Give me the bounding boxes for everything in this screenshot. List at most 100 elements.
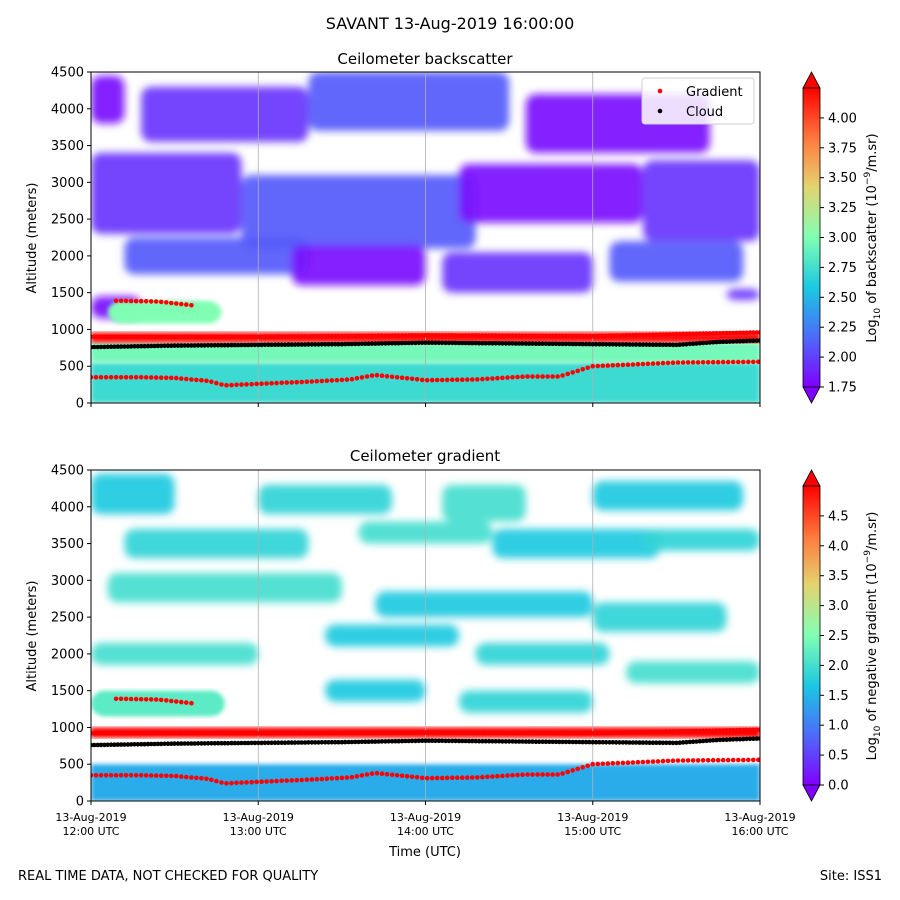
gradient-marker <box>369 333 375 339</box>
gradient-marker <box>700 728 706 734</box>
gradient-marker <box>299 379 305 385</box>
gradient-marker <box>384 374 390 379</box>
cloud-marker <box>346 341 351 347</box>
gradient-marker <box>319 730 325 736</box>
cloud-marker <box>563 739 569 745</box>
cloud-marker <box>158 741 164 747</box>
cloud-marker <box>580 739 585 745</box>
gradient-marker <box>118 375 124 380</box>
gradient-marker <box>138 696 144 702</box>
gradient-marker <box>560 771 565 776</box>
cloud-marker <box>630 342 636 347</box>
cloud-marker <box>269 740 274 746</box>
gradient-marker <box>164 375 169 381</box>
gradient-marker <box>617 730 622 735</box>
gradient-marker <box>530 374 535 379</box>
gradient-marker <box>394 773 400 778</box>
gradient-marker <box>209 731 214 736</box>
gradient-marker <box>152 334 157 340</box>
gradient-marker <box>737 330 743 336</box>
gradient-marker <box>369 373 375 378</box>
cloud-marker <box>433 738 438 744</box>
cloud-marker <box>336 341 341 347</box>
gradient-marker <box>342 333 348 339</box>
gradient-marker <box>262 334 268 340</box>
cloud-marker <box>570 739 575 745</box>
gradient-marker <box>450 730 455 735</box>
y-tick-label: 1500 <box>51 684 84 699</box>
cloud-marker <box>369 341 375 346</box>
gradient-marker <box>102 731 107 736</box>
cloud-marker <box>366 341 371 347</box>
cloud-marker <box>138 741 144 747</box>
gradient-marker <box>490 376 495 381</box>
gradient-marker <box>319 333 325 339</box>
gradient-marker <box>423 333 428 338</box>
gradient-marker <box>354 376 360 381</box>
gradient-marker <box>135 334 141 340</box>
backscatter-panel: Ceilometer backscatter 0 500 1000 1500 2000 2… <box>25 50 883 412</box>
cloud-marker <box>674 740 679 746</box>
cloud-marker <box>680 740 686 745</box>
gradient-marker <box>600 761 606 767</box>
x-tick-time: 14:00 UTC <box>397 825 454 838</box>
gradient-marker <box>142 334 147 340</box>
cloud-marker <box>613 740 619 745</box>
gradient-marker <box>610 730 616 736</box>
cloud-marker <box>547 341 552 347</box>
cloud-marker <box>266 740 271 746</box>
cloud-marker <box>540 739 545 744</box>
gradient-marker <box>664 729 669 734</box>
cloud-marker <box>453 738 458 744</box>
cloud-marker <box>553 739 559 745</box>
gradient-marker <box>296 730 301 736</box>
gradient-marker <box>199 731 204 736</box>
gradient-marker <box>108 375 114 380</box>
gradient-marker <box>125 334 131 340</box>
cloud-marker <box>326 740 331 745</box>
cloud-marker <box>359 341 365 347</box>
cloud-marker <box>536 739 542 744</box>
y-tick-label: 0 <box>76 795 84 810</box>
gradient-colorbar: 0.0 0.5 1.0 1.5 2.0 2.5 3.0 3.5 4.0 4.5 Log10 of … <box>802 469 883 802</box>
gradient-marker <box>279 778 285 784</box>
gradient-marker <box>565 371 570 377</box>
gradient-marker <box>389 730 395 735</box>
gradient-marker <box>645 361 651 367</box>
gradient-marker <box>195 334 201 340</box>
cloud-marker <box>640 740 646 745</box>
gradient-marker <box>480 376 485 382</box>
gradient-marker <box>416 730 422 735</box>
gradient-marker <box>670 758 676 763</box>
gradient-marker <box>573 333 579 339</box>
gradient-marker <box>229 382 234 388</box>
cloud-marker <box>185 343 191 348</box>
gradient-marker <box>483 333 489 338</box>
gradient-marker <box>103 773 109 778</box>
cloud-marker <box>383 739 388 744</box>
gradient-marker <box>266 731 271 736</box>
cloud-marker <box>209 741 214 746</box>
gradient-marker <box>620 760 626 766</box>
colorbar-min-extend <box>802 784 821 802</box>
cloud-marker <box>697 340 703 346</box>
gradient-marker <box>179 376 184 381</box>
gradient-marker <box>657 729 662 735</box>
cloud-marker <box>406 738 412 744</box>
cloud-marker <box>182 741 187 746</box>
cloud-marker <box>122 344 127 349</box>
cloud-marker <box>483 340 489 346</box>
gradient-marker <box>294 777 300 783</box>
gradient-marker <box>386 730 392 736</box>
cloud-marker <box>714 737 719 743</box>
gradient-marker <box>444 775 450 781</box>
gradient-marker <box>222 731 228 736</box>
cloud-marker <box>262 740 268 746</box>
gradient-marker <box>234 382 239 388</box>
gradient-marker <box>162 334 167 340</box>
gradient-marker <box>515 374 520 380</box>
cloud-marker <box>674 342 679 348</box>
gradient-marker <box>302 334 308 339</box>
gradient-marker <box>353 333 358 339</box>
gradient-marker <box>222 334 228 340</box>
